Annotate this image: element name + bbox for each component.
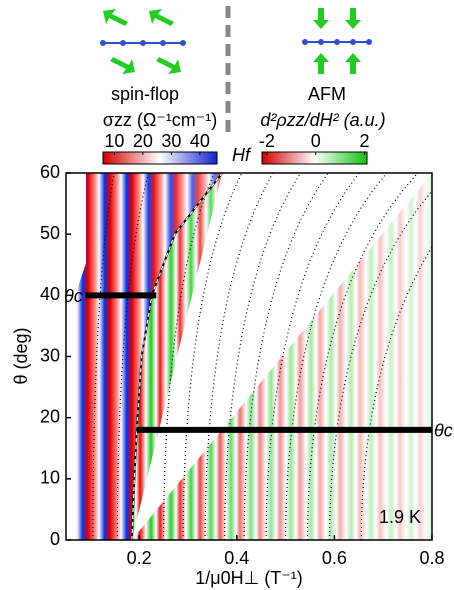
oscillation-line bbox=[224, 173, 301, 540]
boundary-label: Hf bbox=[232, 145, 252, 165]
y-tick-label: 10 bbox=[40, 468, 60, 488]
colorbar-label: σzz (Ω⁻¹cm⁻¹) bbox=[103, 110, 218, 130]
phase-label: AFM bbox=[308, 84, 346, 104]
oscillation-line bbox=[163, 173, 215, 540]
colorbar-tick-label: 30 bbox=[161, 131, 181, 151]
colorbar-tick-label: 20 bbox=[133, 131, 153, 151]
y-tick-label: 60 bbox=[40, 162, 60, 182]
x-tick-label: 0.6 bbox=[322, 548, 347, 568]
y-tick-label: 50 bbox=[40, 223, 60, 243]
y-tick-label: 0 bbox=[50, 529, 60, 549]
annotation: 1.9 K bbox=[379, 507, 421, 527]
x-axis-label: 1/μ0H⊥ (T⁻¹) bbox=[195, 568, 303, 588]
spin-flop-icon bbox=[100, 9, 186, 74]
theta-c-label: θc bbox=[64, 286, 83, 306]
oscillation-line bbox=[204, 173, 274, 540]
colorbar-tick-label: 0 bbox=[311, 131, 321, 151]
y-tick-label: 30 bbox=[40, 345, 60, 365]
x-tick-label: 0.8 bbox=[419, 548, 444, 568]
afm-icon bbox=[302, 8, 372, 74]
boundary-dash bbox=[131, 173, 223, 540]
y-tick-label: 40 bbox=[40, 284, 60, 304]
oscillation-line bbox=[182, 173, 243, 540]
colorbar-tick-label: 10 bbox=[104, 131, 124, 151]
phase-label: spin-flop bbox=[111, 84, 179, 104]
colorbar-tick-label: 40 bbox=[190, 131, 210, 151]
colorbar-label: d²ρzz/dH² (a.u.) bbox=[260, 110, 385, 130]
colorbar-tick-label: -2 bbox=[259, 131, 275, 151]
x-tick-label: 0.4 bbox=[224, 548, 249, 568]
oscillation-line bbox=[265, 173, 360, 540]
oscillation-line bbox=[243, 173, 329, 540]
plot-area bbox=[76, 173, 432, 540]
oscillation-line bbox=[285, 173, 388, 540]
colorbar-tick-label: 2 bbox=[360, 131, 370, 151]
afm-fade bbox=[131, 173, 432, 540]
colorbar bbox=[102, 151, 218, 165]
spin-flop-region bbox=[76, 173, 223, 540]
theta-c-label: θc bbox=[434, 421, 453, 441]
oscillation-line bbox=[306, 173, 419, 540]
x-tick-label: 0.2 bbox=[127, 548, 152, 568]
y-axis-label: θ (deg) bbox=[11, 327, 31, 384]
y-tick-label: 20 bbox=[40, 406, 60, 426]
colorbar bbox=[261, 151, 368, 165]
